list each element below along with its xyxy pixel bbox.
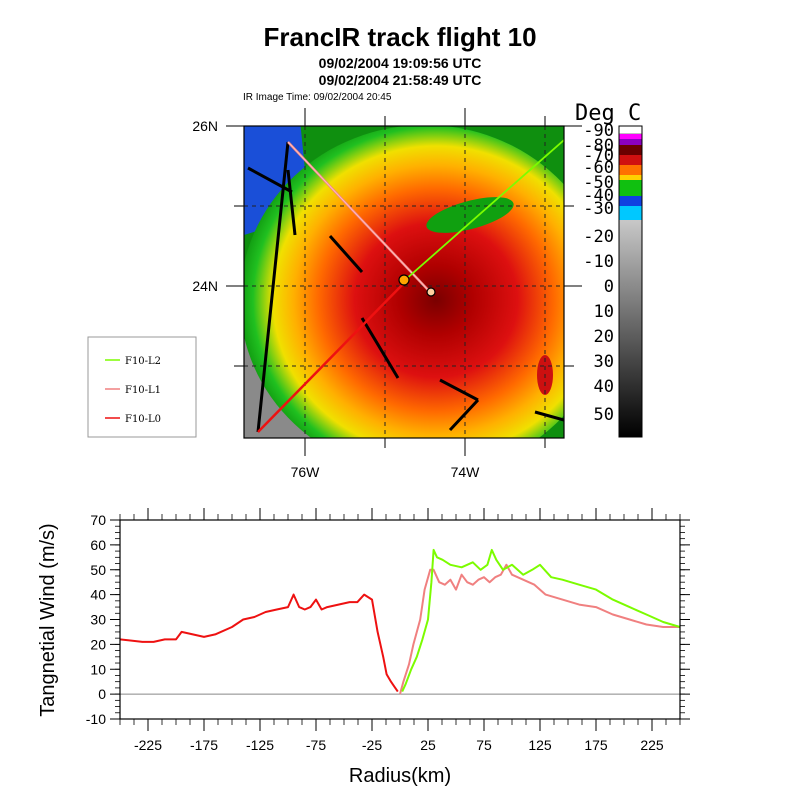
colorbar-tick-value: 20 — [594, 327, 614, 347]
colorbar-tick-value: 30 — [594, 352, 614, 372]
storm-center-marker-1 — [398, 274, 410, 286]
map-border — [243, 125, 565, 439]
wind-plot-frame — [119, 519, 681, 720]
colorbar-tick-sign: - — [583, 173, 593, 193]
colorbar-tick-label: -40 — [583, 186, 614, 206]
colorbar-tick-value: 10 — [594, 302, 614, 322]
y-tick-label: 10 — [90, 661, 106, 677]
colorbar-tick-value: 0 — [604, 277, 614, 297]
ir-satellite-image — [244, 126, 564, 438]
colorbar-tick-label: 30 — [594, 352, 614, 372]
colorbar-tick-label: -30 — [583, 199, 614, 219]
colorbar-tick-label: -10 — [583, 252, 614, 272]
flight-start-time: 09/02/2004 19:09:56 UTC — [318, 55, 482, 71]
x-tick-label: 175 — [584, 737, 608, 753]
y-axis-label: Tangnetial Wind (m/s) — [37, 523, 59, 716]
colorbar-tick-value: 80 — [594, 136, 614, 156]
colorbar-tick-label: 40 — [594, 377, 614, 397]
legend: F10-L2 F10-L1 F10-L0 — [87, 336, 197, 438]
y-tick-label: -10 — [86, 711, 106, 727]
colorbar: Deg C -90-80-70-60-50-40-30-20-100102030… — [575, 101, 643, 438]
series-line-f10-l0 — [119, 593, 399, 693]
x-tick-label: 125 — [528, 737, 552, 753]
series-line-f10-l1 — [399, 563, 680, 695]
y-tick-label: 0 — [98, 686, 106, 702]
colorbar-tick-value: 20 — [594, 227, 614, 247]
series-line-f10-l2 — [401, 548, 681, 693]
y-tick-label: 60 — [90, 537, 106, 553]
track-leg-l1-highlight — [287, 141, 431, 293]
x-tick-label: 225 — [640, 737, 664, 753]
legend-label: F10-L1 — [125, 385, 161, 396]
x-tick-label: -25 — [362, 737, 382, 753]
legend-label: F10-L0 — [125, 414, 161, 425]
lat-label-26n: 26N — [192, 118, 218, 134]
legend-box — [87, 336, 197, 438]
colorbar-tick-sign: - — [583, 186, 593, 206]
x-tick-label: -75 — [306, 737, 326, 753]
colorbar-title: Deg C — [575, 101, 641, 126]
colorbar-tick-label: -80 — [583, 136, 614, 156]
colorbar-tick-value: 30 — [594, 199, 614, 219]
colorbar-tick-value: 50 — [594, 405, 614, 425]
colorbar-tick-sign: - — [583, 121, 593, 141]
colorbar-tick-sign: - — [583, 252, 593, 272]
x-tick-label: -125 — [246, 737, 274, 753]
lon-label-74w: 74W — [451, 464, 481, 480]
legend-label: F10-L2 — [125, 356, 161, 367]
colorbar-tick-value: 60 — [594, 158, 614, 178]
cold-cloud-region — [244, 126, 305, 235]
colorbar-tick-label: -70 — [583, 146, 614, 166]
x-axis-label: Radius(km) — [349, 765, 451, 787]
colorbar-tick-label: -20 — [583, 227, 614, 247]
colorbar-tick-value: 40 — [594, 377, 614, 397]
colorbar-tick-label: 0 — [604, 277, 614, 297]
x-tick-label: 75 — [476, 737, 492, 753]
track-leg-l2 — [404, 139, 564, 281]
colorbar-tick-sign: - — [583, 136, 593, 156]
colorbar-tick-label: -60 — [583, 158, 614, 178]
track-leg-l0 — [257, 281, 406, 433]
colorbar-tick-label: 20 — [594, 327, 614, 347]
storm-center-marker-2 — [426, 287, 436, 297]
colorbar-tick-value: 10 — [594, 252, 614, 272]
colorbar-tick-value: 50 — [594, 173, 614, 193]
flight-end-time: 09/02/2004 21:58:49 UTC — [318, 72, 482, 88]
colorbar-tick-value: 40 — [594, 186, 614, 206]
y-tick-label: 50 — [90, 562, 106, 578]
storm-cloud-shield — [244, 126, 564, 438]
y-tick-label: 70 — [90, 512, 106, 528]
y-tick-label: 20 — [90, 636, 106, 652]
x-tick-label: -175 — [190, 737, 218, 753]
colorbar-tick-label: 10 — [594, 302, 614, 322]
figure-title: FrancIR track flight 10 — [263, 22, 537, 52]
lat-label-24n: 24N — [192, 278, 218, 294]
other-flight-legs — [247, 141, 564, 433]
ir-image-time: IR Image Time: 09/02/2004 20:45 — [243, 92, 392, 103]
colorbar-tick-sign: - — [583, 158, 593, 178]
wind-plot: -225 -175 -125 -75 -25 25 75 125 175 225 -10 0 10 20 3… — [37, 508, 690, 787]
colorbar-tick-value: 90 — [594, 121, 614, 141]
lon-label-76w: 76W — [291, 464, 321, 480]
colorbar-tick-label: -90 — [583, 121, 614, 141]
colorbar-tick-label: -50 — [583, 173, 614, 193]
colorbar-tick-sign: - — [583, 146, 593, 166]
colorbar-tick-sign: - — [583, 227, 593, 247]
colorbar-tick-sign: - — [583, 199, 593, 219]
x-tick-label: 25 — [420, 737, 436, 753]
y-tick-label: 30 — [90, 612, 106, 628]
colorbar-tick-value: 70 — [594, 146, 614, 166]
x-tick-label: -225 — [134, 737, 162, 753]
y-tick-label: 40 — [90, 587, 106, 603]
colorbar-tick-label: 50 — [594, 405, 614, 425]
outer-rainband — [426, 197, 514, 233]
